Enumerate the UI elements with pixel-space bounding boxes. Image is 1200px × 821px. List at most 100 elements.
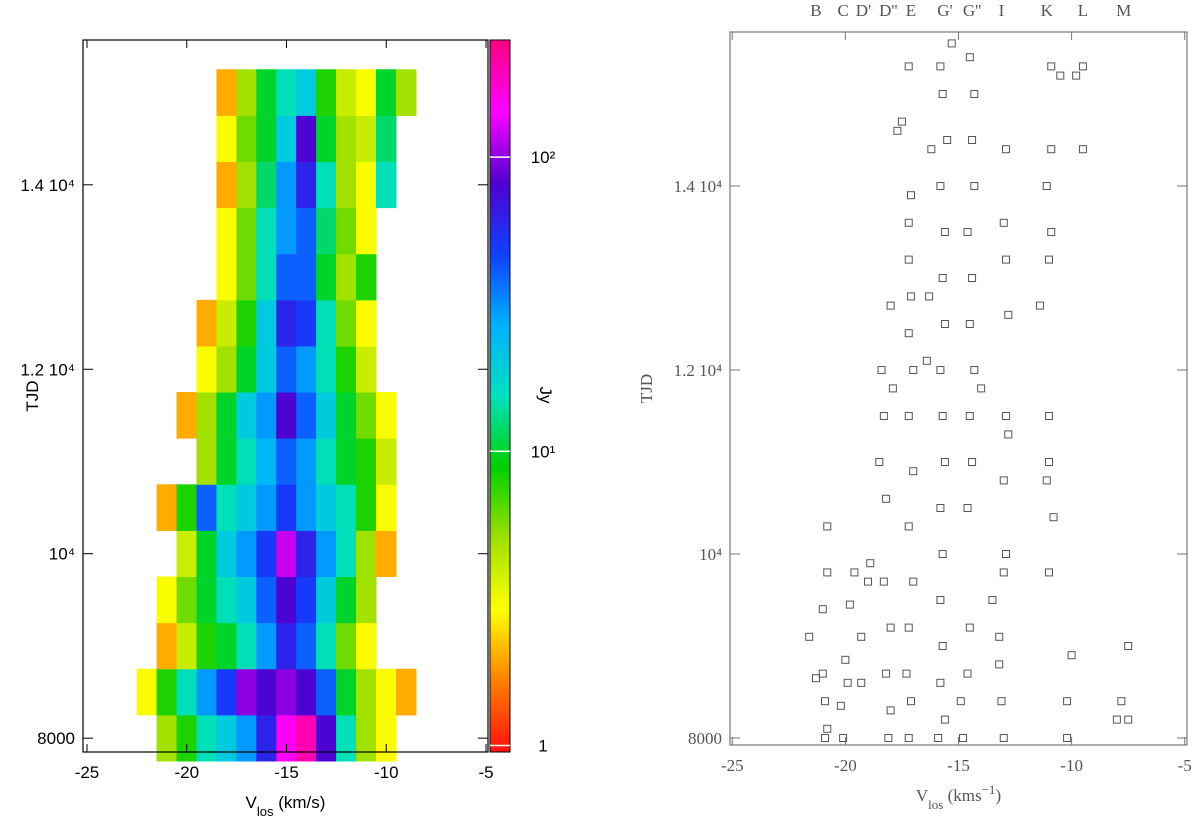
heatmap-cell <box>256 115 277 162</box>
heatmap-cell <box>296 161 317 209</box>
heatmap-cell <box>176 392 197 439</box>
scatter-point <box>1047 145 1056 154</box>
scatter-point <box>818 605 827 614</box>
heatmap-cell <box>176 576 197 624</box>
heatmap-cell <box>216 392 237 439</box>
scatter-point <box>936 62 945 71</box>
colorbar-tick-label: 1 <box>538 736 547 755</box>
scatter-point <box>936 504 945 513</box>
heatmap-cell <box>196 438 217 485</box>
scatter-point <box>904 623 913 632</box>
heatmap-cell <box>316 253 337 301</box>
scatter-point <box>904 412 913 421</box>
x-axis-label-part: V <box>246 793 258 812</box>
plot-frame <box>82 39 489 753</box>
scatter-point <box>875 458 884 467</box>
scatter-point <box>936 366 945 375</box>
scatter-point <box>1044 458 1053 467</box>
heatmap-cell <box>256 484 277 531</box>
scatter-point <box>839 734 848 743</box>
heatmap-cell <box>276 69 297 116</box>
heatmap-cell <box>336 207 357 255</box>
heatmap-cell <box>296 115 317 162</box>
heatmap-cell <box>376 69 397 116</box>
y-tick-label: 1.2 10⁴ <box>674 361 723 380</box>
x-axis-label-part: V <box>916 786 929 805</box>
colorbar <box>489 39 511 753</box>
scatter-point <box>927 145 936 154</box>
heatmap-cell <box>336 253 357 301</box>
x-axis-label-part: ) <box>995 786 1001 805</box>
scatter-point <box>936 182 945 191</box>
scatter-point <box>922 356 931 365</box>
scatter-point <box>909 577 918 586</box>
scatter-point <box>936 596 945 605</box>
heatmap-cell <box>356 576 377 624</box>
heatmap-cell <box>196 392 217 439</box>
heatmap-cell <box>356 161 377 209</box>
heatmap-cell <box>156 668 178 716</box>
heatmap-cell <box>216 345 237 393</box>
heatmap-cell <box>216 207 237 255</box>
scatter-point <box>841 655 850 664</box>
scatter-point <box>1042 476 1051 485</box>
heatmap-cell <box>196 576 217 624</box>
heatmap-cell <box>296 668 317 716</box>
heatmap-cell <box>316 530 337 578</box>
scatter-point <box>925 292 934 301</box>
scatter-point <box>811 674 820 683</box>
heatmap-cell <box>336 69 357 116</box>
heatmap-cell <box>196 530 217 578</box>
heatmap-cell <box>236 115 257 162</box>
heatmap-cell <box>376 484 397 531</box>
scatter-point <box>1035 301 1044 310</box>
scatter-point <box>877 366 886 375</box>
heatmap-cell <box>336 622 357 670</box>
scatter-point <box>818 669 827 678</box>
heatmap-cell <box>256 69 277 116</box>
scatter-point <box>1124 715 1133 724</box>
scatter-point <box>995 632 1004 641</box>
scatter-point <box>857 632 866 641</box>
heatmap-cell <box>296 622 317 670</box>
heatmap-cell <box>176 484 197 531</box>
scatter-point <box>893 126 902 135</box>
heatmap-cell <box>336 392 357 439</box>
scatter-point <box>1004 430 1013 439</box>
scatter-point <box>995 660 1004 669</box>
heatmap-cell <box>236 530 257 578</box>
colorbar-tick-label: 10² <box>531 148 556 167</box>
heatmap-cell <box>216 668 237 716</box>
heatmap-cell <box>276 438 297 485</box>
scatter-point <box>1042 182 1051 191</box>
scatter-point <box>902 669 911 678</box>
heatmap-cell <box>395 668 417 716</box>
scatter-point <box>845 600 854 609</box>
scatter-point <box>850 568 859 577</box>
heatmap-cell <box>256 299 277 347</box>
x-axis-label-part: (kms <box>943 786 981 805</box>
scatter-point <box>968 274 977 283</box>
y-tick-label: 1.4 10⁴ <box>20 176 75 195</box>
heatmap-cell <box>216 622 237 670</box>
scatter-point <box>1056 71 1065 80</box>
scatter-point <box>968 136 977 145</box>
scatter-point <box>864 577 873 586</box>
heatmap-cell <box>316 484 337 531</box>
heatmap-cell <box>216 253 237 301</box>
heatmap-cell <box>395 69 417 116</box>
heatmap-cell <box>256 622 277 670</box>
heatmap-cell <box>356 207 377 255</box>
scatter-point <box>970 90 979 99</box>
scatter-point <box>997 697 1006 706</box>
scatter-point <box>965 320 974 329</box>
heatmap-cell <box>336 438 357 485</box>
heatmap-cell <box>316 392 337 439</box>
heatmap-cell <box>216 299 237 347</box>
scatter-point <box>904 329 913 338</box>
heatmap-cell <box>176 530 197 578</box>
x-axis-label-part: −1 <box>982 782 996 797</box>
scatter-point <box>999 476 1008 485</box>
scatter-point <box>940 458 949 467</box>
